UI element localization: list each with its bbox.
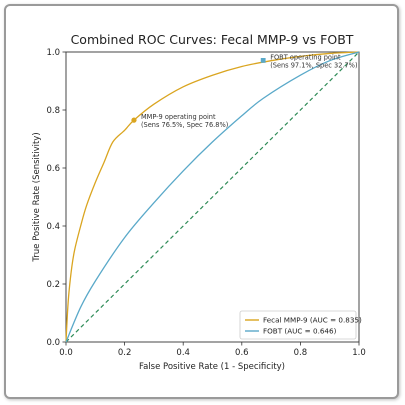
y-tick-label: 0.8 [46,106,60,116]
series-line [65,51,360,343]
x-tick-label: 1.0 [352,348,366,358]
x-tick-label: 0.2 [118,348,132,358]
legend-entry: Fecal MMP-9 (AUC = 0.835) [263,316,362,325]
x-tick-label: 0.0 [59,348,73,358]
operating-point-detail: (Sens 76.5%, Spec 76.8%) [141,121,228,129]
operating-point-label: MMP-9 operating point [141,113,216,121]
operating-point-marker [131,117,137,123]
plot-frame [65,51,360,343]
x-tick-label: 0.4 [176,348,190,358]
x-tick-label: 0.6 [235,348,249,358]
plot-area: 0.0 0.2 0.4 0.6 0.8 1.0 0.0 0.2 0.4 0.6 0.8 1.0 MMP-… [46,48,365,358]
chart-title: Combined ROC Curves: Fecal MMP-9 vs FOBT [71,32,354,47]
x-tick-label: 0.8 [294,348,308,358]
y-axis-label: True Positive Rate (Sensitivity) [32,132,42,262]
legend: Fecal MMP-9 (AUC = 0.835) FOBT (AUC = 0.6… [239,310,362,340]
chance-line [65,51,360,343]
y-tick-label: 0.4 [46,222,60,232]
series-line [65,51,360,343]
y-tick-label: 0.6 [46,164,60,174]
x-axis-label: False Positive Rate (1 - Specificity) [139,362,285,372]
y-tick-label: 0.0 [46,338,60,348]
y-tick-label: 0.2 [46,280,60,290]
operating-point-label: FOBT operating point [270,53,341,61]
operating-point-detail: (Sens 97.1%, Spec 32.7%) [270,61,357,69]
y-tick-label: 1.0 [46,48,60,58]
legend-box [239,310,357,340]
operating-point-marker [260,58,266,63]
legend-entry: FOBT (AUC = 0.646) [263,327,337,336]
